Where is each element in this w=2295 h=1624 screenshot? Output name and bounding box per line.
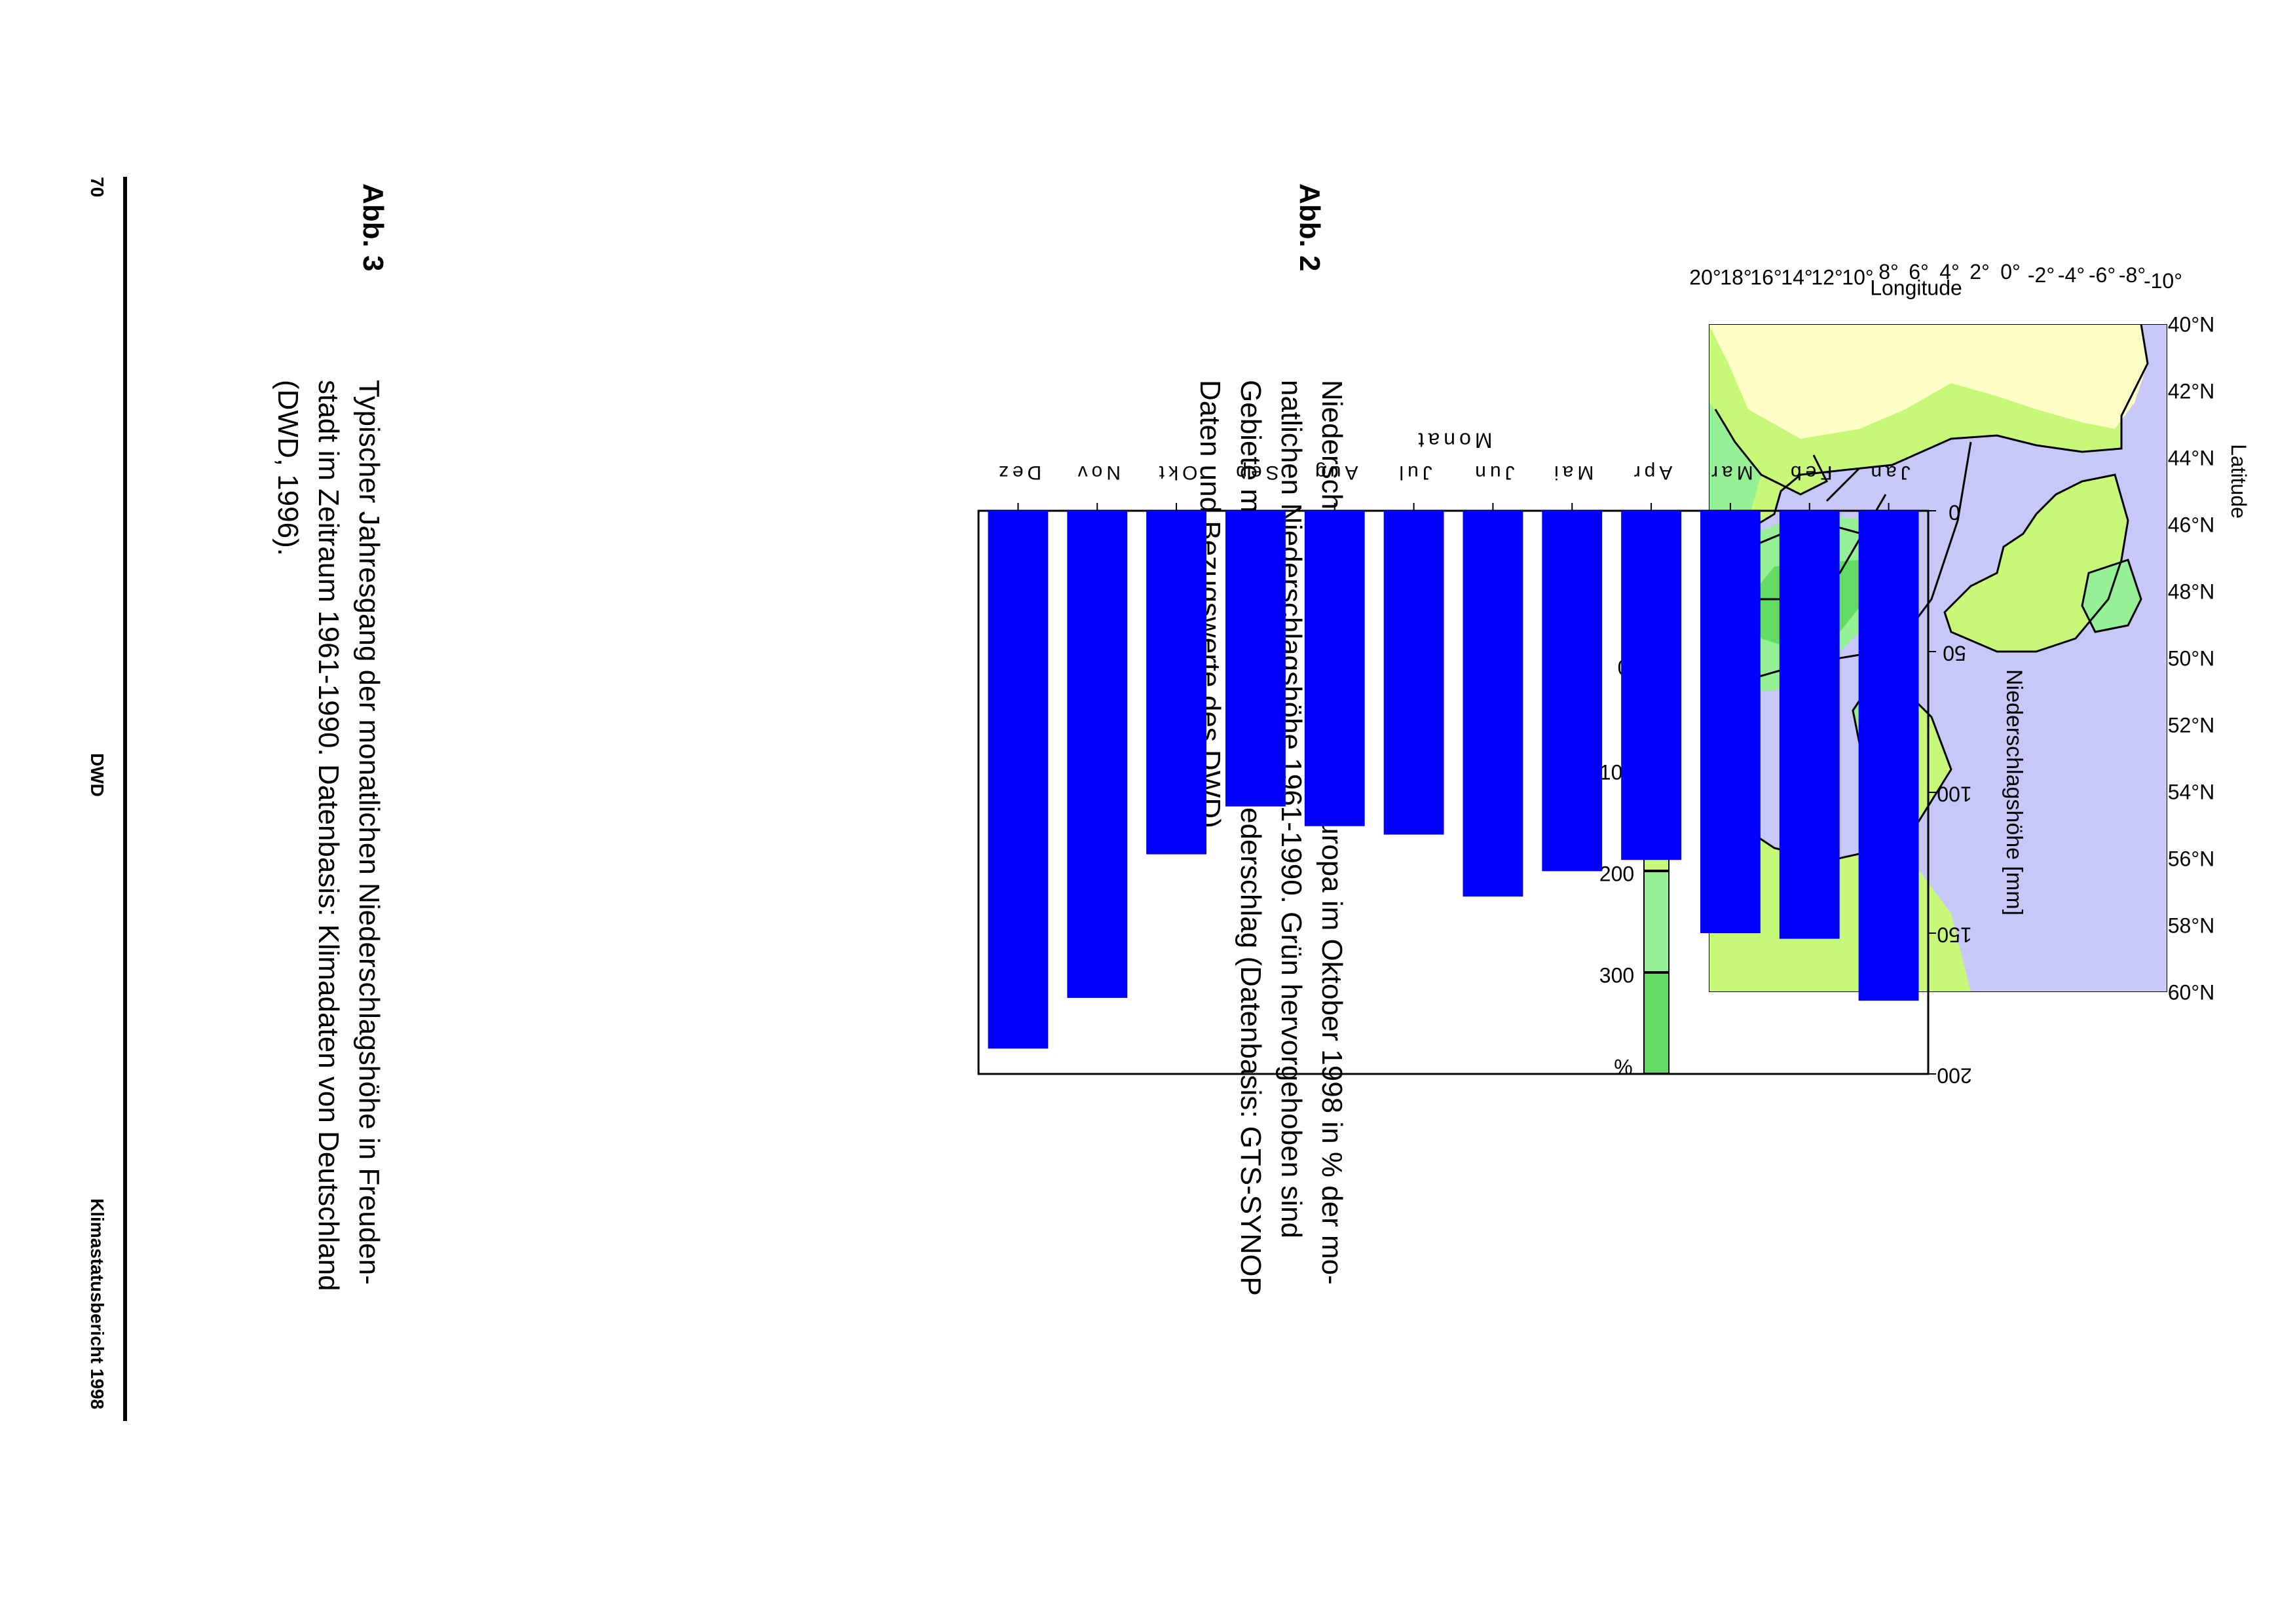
- category-label: Jun: [1471, 462, 1514, 483]
- footer-center: DWD: [87, 753, 107, 797]
- category-label: Nov: [1074, 462, 1121, 483]
- category-label: Mai: [1550, 462, 1594, 483]
- y-axis-label: Niederschlagshöhe [mm]: [2002, 669, 2026, 915]
- caption3-label: Abb. 3: [357, 183, 389, 272]
- land-low-precip: [1709, 324, 2148, 439]
- y-tick-label: 100: [1937, 783, 1971, 806]
- category-label: Feb: [1787, 462, 1833, 483]
- bar: [1067, 511, 1128, 998]
- footer-right: Klimastatusbericht 1998: [87, 1198, 107, 1410]
- coastline-italy: [1714, 409, 1829, 496]
- bar: [1146, 511, 1206, 855]
- bar: [1779, 511, 1840, 939]
- category-label: Okt: [1155, 462, 1198, 483]
- category-label: Dez: [995, 462, 1041, 483]
- bar: [988, 511, 1049, 1049]
- bar: [1858, 511, 1919, 1001]
- bar: [1542, 511, 1603, 872]
- category-label: Aug: [1311, 462, 1358, 483]
- bar: [1700, 511, 1761, 933]
- footer-rule: [123, 177, 127, 1421]
- y-tick-label: 150: [1937, 923, 1971, 947]
- x-axis-label: Monat: [1415, 429, 1493, 452]
- category-label: Apr: [1630, 462, 1673, 483]
- bar: [1463, 511, 1523, 897]
- bar: [1225, 511, 1286, 807]
- caption3-line: (DWD, 1996).: [272, 380, 304, 556]
- caption3-line: Typischer Jahresgang der monatlichen Nie…: [353, 380, 385, 1285]
- category-label: Sep: [1232, 462, 1278, 483]
- category-label: Jan: [1867, 462, 1910, 483]
- y-tick-label: 200: [1937, 1064, 1971, 1088]
- footer-page-number: 70: [87, 177, 107, 198]
- caption3-text: Typischer Jahresgang der monatlichen Nie…: [267, 380, 389, 1428]
- bar: [1621, 511, 1681, 860]
- bar: [1383, 511, 1444, 835]
- land-italy: [1715, 396, 1827, 494]
- y-tick-label: 0: [1949, 501, 1960, 525]
- category-label: Jul: [1395, 462, 1432, 483]
- bar: [1304, 511, 1365, 826]
- category-label: Mar: [1707, 462, 1753, 483]
- coastline-ireland: [2081, 559, 2142, 633]
- y-tick-label: 50: [1943, 642, 1966, 665]
- coastline-britain: [1943, 473, 2129, 653]
- caption3-line: stadt im Zeitraum 1961-1990. Datenbasis:…: [312, 380, 345, 1291]
